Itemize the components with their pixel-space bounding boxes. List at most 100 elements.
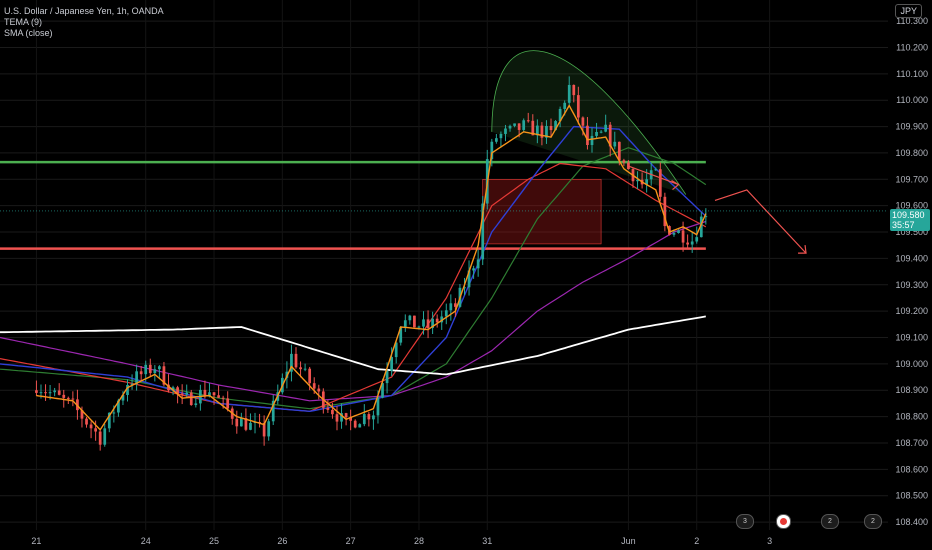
candle-body xyxy=(595,131,598,136)
y-tick-label: 109.000 xyxy=(895,359,928,369)
candle-body xyxy=(413,315,416,328)
candle-body xyxy=(467,270,471,288)
candle-body xyxy=(495,138,498,142)
candle-body xyxy=(235,418,239,427)
y-tick-label: 109.300 xyxy=(895,280,928,290)
candle-body xyxy=(335,414,339,422)
candle-body xyxy=(690,241,694,245)
symbol-title[interactable]: U.S. Dollar / Japanese Yen, 1h, OANDA xyxy=(4,6,164,16)
candle-body xyxy=(476,259,480,269)
candle-body xyxy=(508,125,512,129)
y-tick-label: 110.200 xyxy=(896,42,928,52)
candle-body xyxy=(403,320,407,327)
candle-body xyxy=(290,353,293,372)
candle-body xyxy=(57,390,61,395)
candle-body xyxy=(545,125,548,138)
candle-body xyxy=(372,415,375,420)
dome-shape xyxy=(491,50,687,195)
candle-body xyxy=(221,397,225,399)
candle-body xyxy=(130,383,134,385)
last-price-tag: 109.580 35:57 xyxy=(890,209,930,231)
tema-indicator-label[interactable]: TEMA (9) xyxy=(4,17,43,27)
candle-body xyxy=(194,403,198,406)
x-tick-label: 31 xyxy=(482,536,492,546)
candle-body xyxy=(567,84,571,103)
candle-body xyxy=(62,394,66,398)
candle-body xyxy=(472,268,475,271)
candle-body xyxy=(189,392,193,406)
candle-body xyxy=(444,310,448,317)
candle-body xyxy=(35,390,38,393)
candle-body xyxy=(117,400,120,413)
event-flag-icon[interactable]: 2 xyxy=(821,514,839,529)
x-tick-label: 28 xyxy=(414,536,424,546)
sma-indicator-label[interactable]: SMA (close) xyxy=(4,28,53,38)
candle-body xyxy=(663,196,667,227)
arrow-head-icon xyxy=(671,180,680,191)
candle-body xyxy=(622,160,626,163)
candle-body xyxy=(271,400,275,422)
candle-body xyxy=(262,423,266,437)
sma-white-line xyxy=(0,315,706,376)
candle-body xyxy=(645,179,649,185)
y-tick-label: 109.700 xyxy=(895,174,928,184)
candle-body xyxy=(107,412,111,429)
candle-body xyxy=(695,237,699,242)
candle-body xyxy=(422,319,425,327)
candle-body xyxy=(599,131,603,133)
candle-body xyxy=(94,428,97,432)
candle-body xyxy=(572,84,576,96)
candle-body xyxy=(53,390,57,393)
candle-body xyxy=(517,123,521,130)
candle-body xyxy=(80,410,84,419)
candle-body xyxy=(385,370,389,384)
y-tick-label: 109.100 xyxy=(895,333,928,343)
candle-body xyxy=(381,383,384,398)
candle-body xyxy=(39,392,43,394)
candle-body xyxy=(144,364,148,375)
candle-body xyxy=(249,422,252,430)
forecast-arrow xyxy=(714,189,807,254)
y-tick-label: 109.200 xyxy=(895,306,928,316)
sma-purple-line xyxy=(0,220,706,402)
candle-body xyxy=(180,393,184,395)
candle-body xyxy=(326,407,330,410)
candle-body xyxy=(98,431,102,445)
forecast-line xyxy=(628,165,679,186)
event-alert-icon[interactable] xyxy=(776,514,791,529)
candle-body xyxy=(540,125,544,138)
event-flag-icon[interactable]: 2 xyxy=(864,514,882,529)
x-tick-label: 27 xyxy=(346,536,356,546)
event-flag-icon[interactable]: 3 xyxy=(736,514,754,529)
candle-body xyxy=(558,108,562,122)
candle-body xyxy=(153,369,157,374)
candle-body xyxy=(66,397,70,399)
candle-body xyxy=(203,389,207,397)
candle-body xyxy=(490,141,494,160)
y-tick-label: 110.300 xyxy=(896,16,928,26)
candle-body xyxy=(449,303,453,311)
candle-body xyxy=(353,420,357,428)
candle-body xyxy=(85,418,88,425)
candle-body xyxy=(158,366,161,370)
candle-body xyxy=(554,121,557,131)
candle-body xyxy=(217,395,220,398)
candle-body xyxy=(463,287,466,289)
candle-body xyxy=(549,125,553,131)
tema-line xyxy=(36,104,707,431)
currency-button[interactable]: JPY xyxy=(895,4,922,18)
y-tick-label: 109.900 xyxy=(895,122,928,132)
candle-body xyxy=(390,357,393,371)
x-tick-label: 21 xyxy=(31,536,41,546)
candle-body xyxy=(185,392,189,395)
y-tick-label: 108.400 xyxy=(895,517,928,527)
candle-body xyxy=(440,316,444,323)
y-tick-label: 110.000 xyxy=(896,95,928,105)
x-tick-label: 25 xyxy=(209,536,219,546)
arrow-head-icon xyxy=(798,245,807,254)
candle-body xyxy=(89,424,93,429)
candle-body xyxy=(435,318,439,323)
candle-body xyxy=(212,392,216,396)
candle-body xyxy=(344,413,348,418)
